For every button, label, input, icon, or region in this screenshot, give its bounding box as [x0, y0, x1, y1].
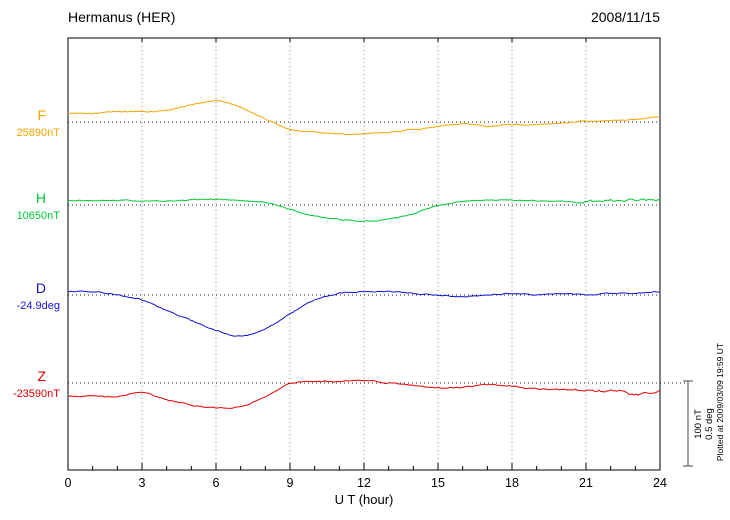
trace-H	[67, 198, 661, 222]
x-tick-label: 0	[65, 476, 72, 490]
series-label-layer: F 25890nT H 10650nT D -24.9deg Z -23590nT	[13, 107, 60, 400]
series-letter-Z: Z	[37, 368, 46, 384]
plot-border	[67, 37, 661, 471]
x-tick-label: 15	[431, 476, 445, 490]
x-tick-label: 12	[357, 476, 371, 490]
series-baseline-value-D: -24.9deg	[17, 300, 60, 312]
trace-D	[67, 290, 661, 337]
x-tick-label: 18	[505, 476, 519, 490]
plotted-at-note: Plotted at 2009/03/09 19:59 UT	[715, 343, 725, 461]
series-letter-H: H	[36, 190, 46, 206]
scale-bar	[683, 380, 693, 467]
x-axis-title: U T (hour)	[335, 492, 394, 507]
date-label: 2008/11/15	[591, 9, 660, 25]
x-tick-label: 3	[139, 476, 146, 490]
trace-F	[67, 99, 660, 136]
series-letter-F: F	[37, 107, 46, 123]
trace-layer	[67, 99, 661, 409]
x-tick-label: 6	[213, 476, 220, 490]
x-tick-label: 21	[579, 476, 593, 490]
trace-Z	[67, 379, 661, 409]
station-title: Hermanus (HER)	[68, 9, 175, 25]
series-letter-D: D	[36, 280, 46, 296]
scale-label-deg: 0.5 deg	[704, 408, 715, 440]
x-tick-label: 9	[287, 476, 294, 490]
grid-layer: 0 3 6 9 12 15 18 21 24	[65, 38, 688, 490]
x-tick-label: 24	[653, 476, 667, 490]
series-baseline-value-Z: -23590nT	[13, 388, 60, 400]
scale-label-nt: 100 nT	[693, 409, 704, 439]
series-baseline-value-H: 10650nT	[17, 210, 61, 222]
series-baseline-value-F: 25890nT	[17, 127, 61, 139]
